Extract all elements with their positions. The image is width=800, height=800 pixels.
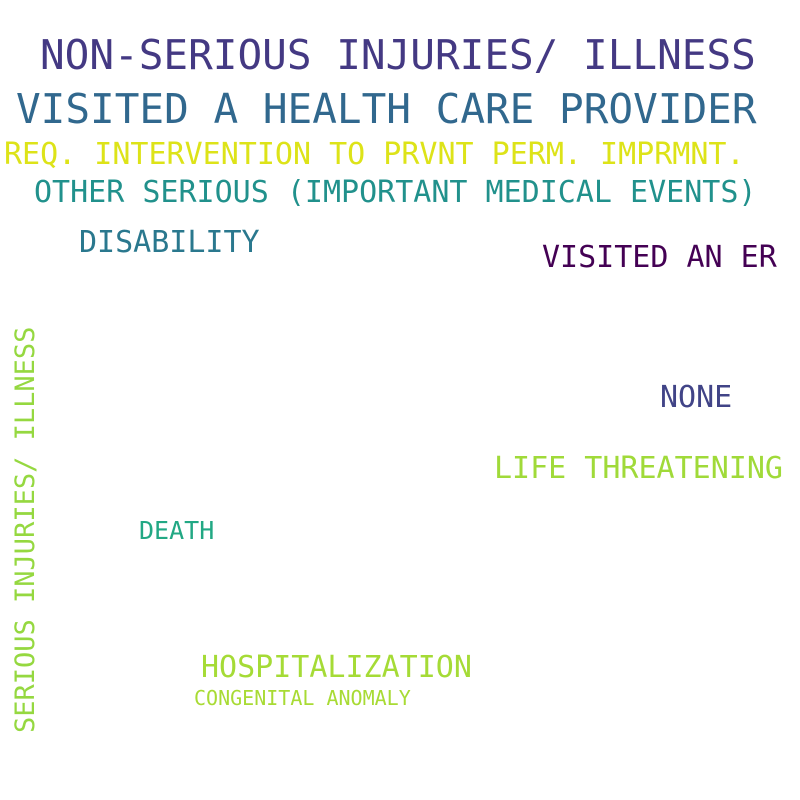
- word-death: DEATH: [139, 516, 215, 545]
- word-congenital-anomaly: CONGENITAL ANOMALY: [194, 686, 411, 710]
- word-disability: DISABILITY: [79, 225, 260, 260]
- word-visited-health-care-provider: VISITED A HEALTH CARE PROVIDER: [16, 85, 757, 133]
- word-visited-an-er: VISITED AN ER: [542, 240, 777, 275]
- word-non-serious-injuries-illness: NON-SERIOUS INJURIES/ ILLNESS: [40, 31, 756, 79]
- word-hospitalization: HOSPITALIZATION: [201, 650, 472, 685]
- word-req-intervention: REQ. INTERVENTION TO PRVNT PERM. IMPRMNT…: [4, 137, 745, 172]
- word-life-threatening: LIFE THREATENING: [494, 451, 783, 486]
- word-none: NONE: [660, 380, 733, 415]
- word-other-serious: OTHER SERIOUS (IMPORTANT MEDICAL EVENTS): [34, 175, 757, 210]
- word-serious-injuries-illness: SERIOUS INJURIES/ ILLNESS: [10, 326, 41, 733]
